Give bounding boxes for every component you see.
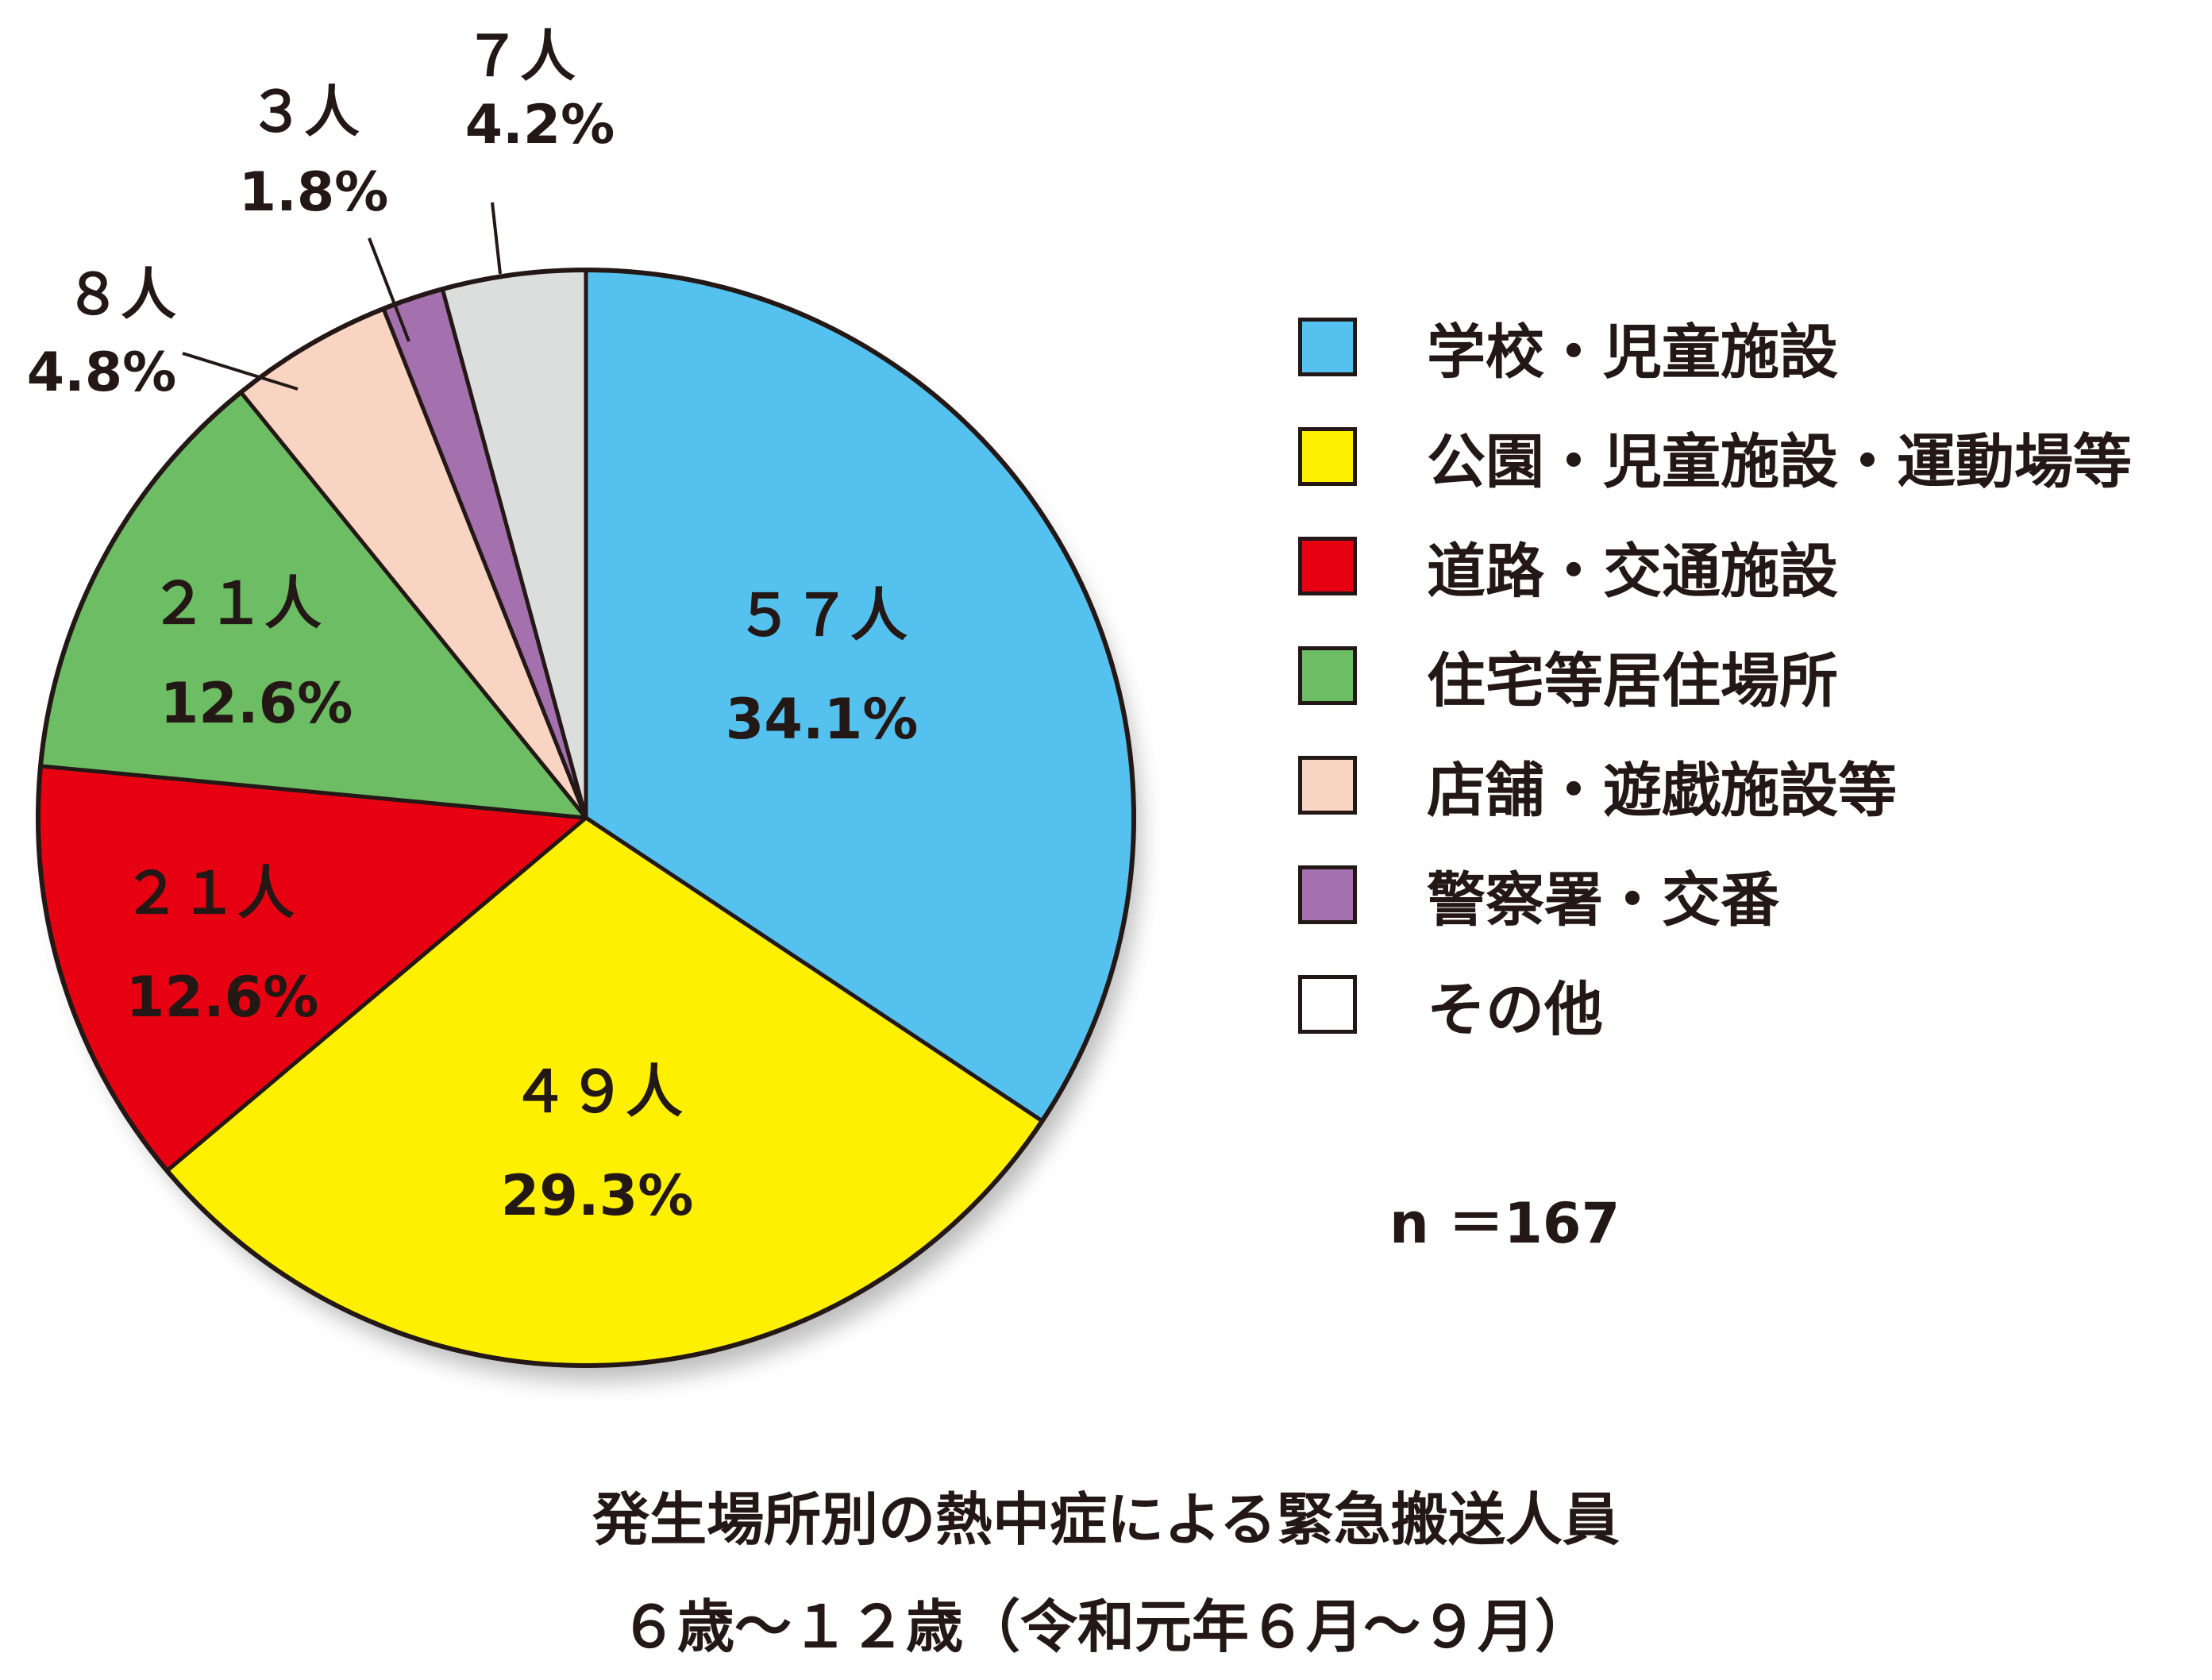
legend-item: 住宅等居住場所 [1298,642,1838,715]
slice-percent-label: 29.3% [501,1163,694,1228]
legend-item: その他 [1298,971,1603,1044]
legend-item: 学校・児童施設 [1298,314,1838,387]
leader-line [368,237,410,342]
legend-swatch [1298,865,1357,924]
legend-label: 警察署・交番 [1427,865,1779,934]
legend-swatch [1298,756,1357,815]
legend-label: その他 [1427,975,1603,1044]
slice-percent-label: 12.6% [160,671,353,736]
legend-label: 店舗・遊戯施設等 [1427,756,1897,825]
legend-item: 公園・児童施設・運動場等 [1298,423,2132,496]
legend-label: 公園・児童施設・運動場等 [1427,427,2132,496]
slice-count-label: ２１人 [150,570,322,637]
legend-label: 学校・児童施設 [1427,318,1838,387]
leader-line [182,352,299,391]
legend-swatch [1298,537,1357,595]
sample-size-label: n ＝167 [1389,1191,1620,1256]
legend-swatch [1298,646,1357,705]
legend-swatch [1298,427,1357,486]
slice-count-label: ８人 [65,262,176,327]
slice-percent-label: 12.6% [126,965,319,1030]
slice-count-label: ２１人 [123,860,295,927]
slice-percent-label: 1.8% [239,161,389,224]
slice-count-label: ７人 [464,24,576,89]
chart-subtitle: ６歳～１２歳（令和元年６月～９月） [619,1593,1592,1660]
chart-title: 発生場所別の熱中症による緊急搬送人員 [592,1486,1620,1553]
slice-count-label: ５７人 [736,582,908,649]
slice-percent-label: 4.2% [465,94,615,156]
slice-count-label: ３人 [249,79,360,144]
slice-count-label: ４９人 [511,1058,683,1125]
legend-item: 警察署・交番 [1298,861,1779,934]
slice-percent-label: 34.1% [726,687,919,752]
legend-item: 店舗・遊戯施設等 [1298,752,1897,825]
legend-swatch [1298,318,1357,376]
legend-label: 道路・交通施設 [1427,537,1838,606]
leader-line [491,202,502,275]
legend-label: 住宅等居住場所 [1427,646,1838,715]
legend-swatch [1298,975,1357,1034]
legend-item: 道路・交通施設 [1298,533,1838,606]
slice-percent-label: 4.8% [27,341,177,404]
pie-outline [36,268,1136,1368]
